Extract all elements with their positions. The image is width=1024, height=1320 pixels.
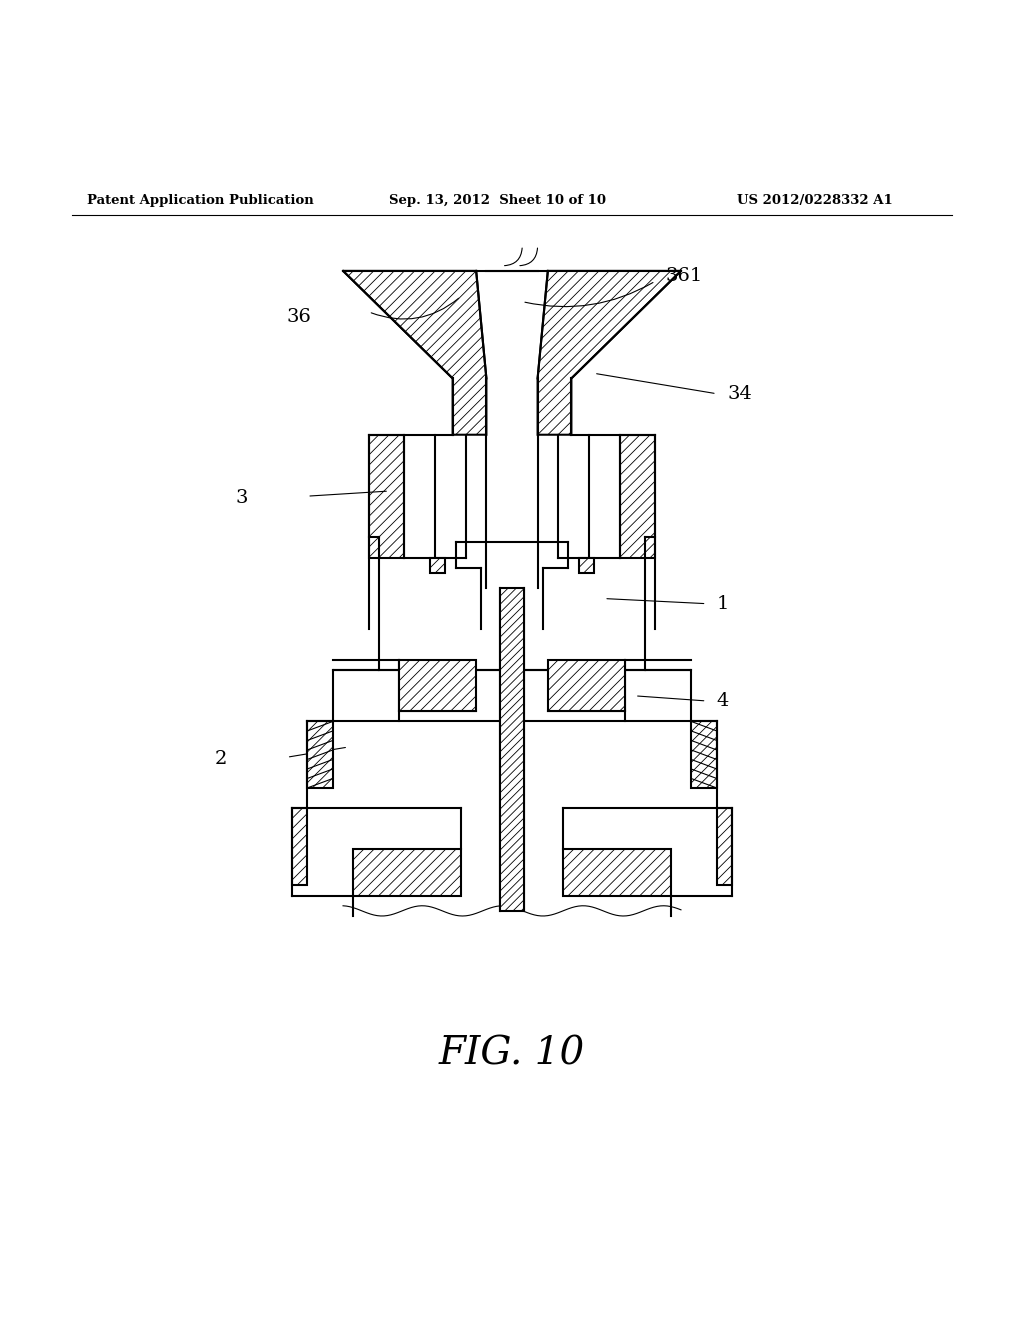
Text: 2: 2 bbox=[215, 750, 227, 768]
Polygon shape bbox=[538, 271, 681, 434]
Text: 4: 4 bbox=[717, 692, 729, 710]
Polygon shape bbox=[369, 434, 404, 557]
Text: 1: 1 bbox=[717, 595, 729, 612]
Text: Patent Application Publication: Patent Application Publication bbox=[87, 194, 313, 207]
Polygon shape bbox=[548, 660, 625, 711]
Polygon shape bbox=[343, 271, 486, 434]
Text: Sep. 13, 2012  Sheet 10 of 10: Sep. 13, 2012 Sheet 10 of 10 bbox=[389, 194, 606, 207]
Polygon shape bbox=[691, 722, 717, 788]
Polygon shape bbox=[500, 589, 524, 911]
Text: 36: 36 bbox=[287, 308, 311, 326]
Polygon shape bbox=[579, 557, 594, 573]
Polygon shape bbox=[353, 850, 461, 895]
Polygon shape bbox=[292, 808, 307, 886]
Text: 34: 34 bbox=[727, 384, 752, 403]
Polygon shape bbox=[399, 660, 476, 711]
Polygon shape bbox=[307, 722, 333, 788]
Polygon shape bbox=[430, 557, 445, 573]
Polygon shape bbox=[620, 434, 655, 557]
Text: 3: 3 bbox=[236, 490, 248, 507]
Text: US 2012/0228332 A1: US 2012/0228332 A1 bbox=[737, 194, 893, 207]
Polygon shape bbox=[717, 808, 732, 886]
Polygon shape bbox=[563, 850, 671, 895]
Text: 361: 361 bbox=[666, 267, 702, 285]
Text: FIG. 10: FIG. 10 bbox=[439, 1036, 585, 1073]
